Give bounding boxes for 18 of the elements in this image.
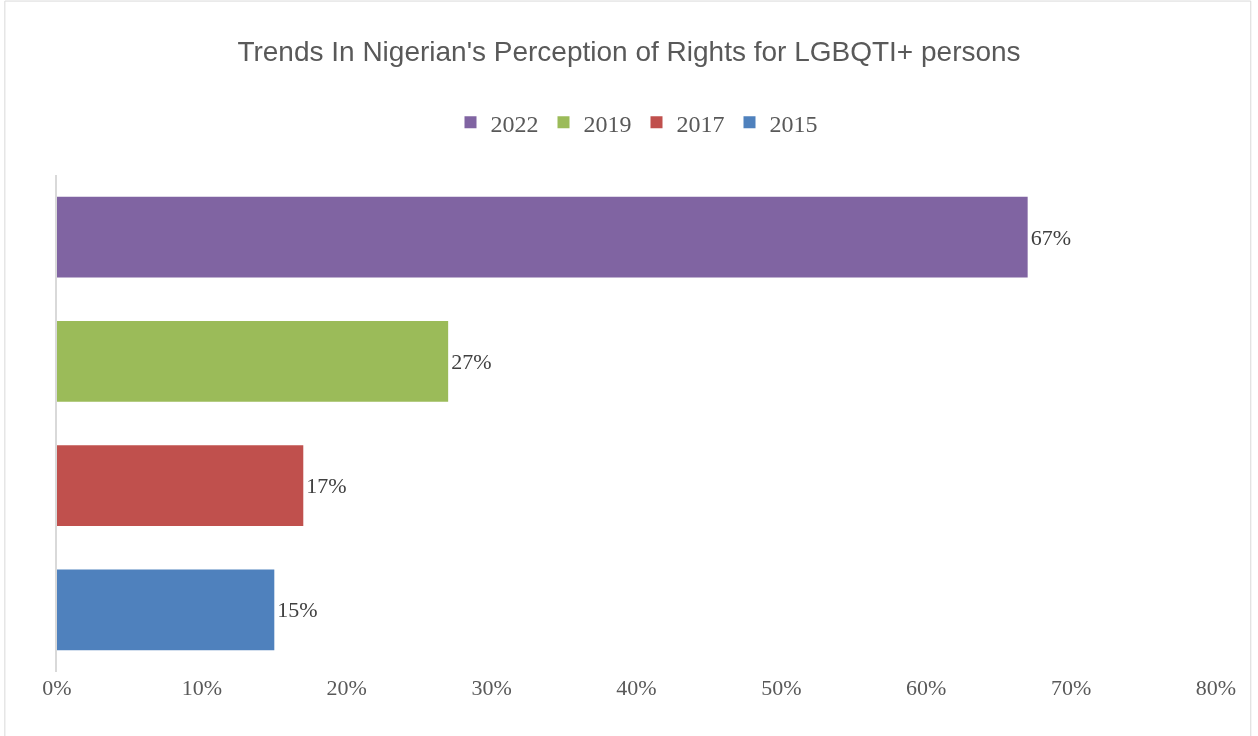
chart-title: Trends In Nigerian's Perception of Rights for LGBQTI+ persons [237, 36, 1021, 68]
legend-label: 2015 [769, 110, 818, 137]
data-label: 27% [451, 348, 492, 374]
x-tick-label: 10% [181, 675, 223, 700]
legend-label: 2022 [490, 110, 539, 137]
data-label: 67% [1030, 224, 1071, 250]
legend-label: 2017 [676, 110, 725, 137]
x-tick-label: 20% [326, 675, 367, 700]
x-tick-label: 70% [1050, 675, 1092, 700]
x-tick-label: 0% [42, 675, 72, 700]
legend-label: 2019 [583, 110, 632, 137]
data-label: 17% [306, 473, 347, 499]
x-tick-label: 60% [906, 675, 947, 700]
x-tick-label: 80% [1195, 675, 1237, 700]
x-tick-label: 50% [761, 675, 802, 700]
x-tick-label: 30% [471, 675, 512, 700]
data-label: 15% [277, 597, 318, 623]
x-tick-label: 40% [616, 675, 657, 700]
